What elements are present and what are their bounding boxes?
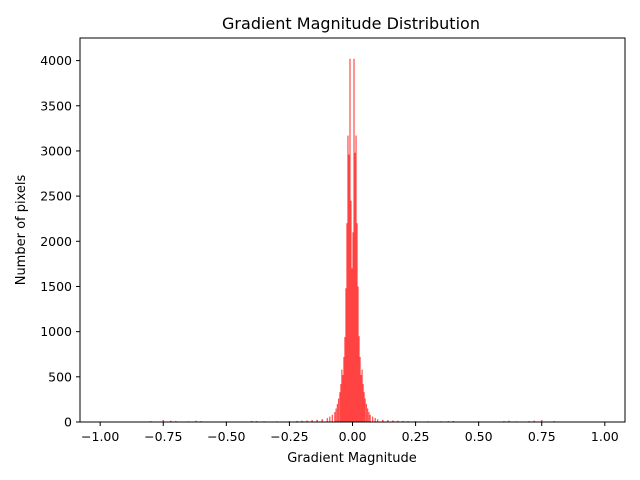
y-axis-label: Number of pixels (14, 174, 29, 285)
histogram-bar (353, 58, 355, 422)
x-tick-label: −1.00 (81, 429, 119, 444)
histogram-bar (296, 420, 298, 422)
y-tick-label: 3500 (40, 98, 72, 113)
histogram-bar (301, 420, 303, 422)
y-tick-label: 2000 (40, 234, 72, 249)
x-tick-label: −0.25 (270, 429, 308, 444)
histogram-bar (335, 408, 337, 422)
histogram-bar (358, 336, 360, 422)
histogram-bar (334, 412, 336, 422)
x-tick-label: 0.75 (528, 429, 556, 444)
histogram-bar (387, 420, 389, 422)
histogram-bar (392, 420, 394, 422)
histogram-bar (364, 398, 366, 422)
histogram-bar (339, 392, 341, 422)
x-tick-label: 0.50 (465, 429, 493, 444)
y-tick-label: 1500 (40, 279, 72, 294)
histogram-bar (311, 420, 313, 422)
histogram-bar (352, 232, 354, 422)
histogram-bar (162, 420, 165, 422)
x-tick-label: −0.75 (144, 429, 182, 444)
x-tick-label: 0.25 (402, 429, 430, 444)
histogram-bar (363, 392, 365, 422)
histogram-bar (340, 384, 342, 422)
histogram-bar (362, 384, 364, 422)
histogram-bar (397, 420, 399, 422)
histogram-bar (343, 356, 345, 422)
y-tick-label: 4000 (40, 53, 72, 68)
histogram-bar (369, 414, 371, 422)
histogram-bar (348, 154, 350, 422)
histogram-bar (342, 375, 344, 422)
histogram-bar (329, 416, 331, 422)
histogram-bar (360, 375, 362, 422)
histogram-bar (170, 420, 172, 422)
histogram-bar (533, 420, 535, 422)
chart-title: Gradient Magnitude Distribution (222, 14, 480, 33)
histogram-bar (306, 420, 308, 422)
x-tick-label: 1.00 (591, 429, 619, 444)
histogram-bar (368, 412, 370, 422)
histogram-bar (361, 369, 363, 422)
histogram-bar (321, 419, 323, 422)
histogram-bar (346, 223, 348, 422)
histogram-bar (354, 152, 356, 422)
histogram-bar (336, 403, 338, 422)
bars-group (99, 58, 606, 422)
histogram-bar (356, 223, 358, 422)
histogram-bar (344, 337, 346, 422)
histogram-bar (350, 200, 352, 422)
x-axis-label: Gradient Magnitude (287, 451, 417, 466)
histogram-bar (508, 420, 510, 422)
y-axis: 0 500 1000 1500 2000 2500 3000 3500 4000 (40, 53, 80, 430)
histogram-bar (331, 414, 333, 422)
histogram-bar (374, 417, 376, 422)
histogram-bar (345, 288, 347, 422)
histogram-bar (316, 419, 318, 422)
x-tick-label: −0.50 (207, 429, 245, 444)
histogram-bar (347, 135, 349, 422)
histogram-bar (250, 420, 253, 422)
x-tick-label: 0.00 (339, 429, 367, 444)
histogram-bar (355, 135, 357, 422)
y-tick-label: 500 (48, 369, 72, 384)
y-tick-label: 2500 (40, 189, 72, 204)
histogram-bar (357, 286, 359, 422)
histogram-bar (377, 419, 379, 422)
histogram-bar (195, 420, 197, 422)
histogram-bar (382, 419, 384, 422)
x-axis: −1.00 −0.75 −0.50 −0.25 0.00 0.25 0.50 0.75 1.00 (81, 422, 619, 444)
histogram-bar (326, 417, 328, 422)
histogram-bar (351, 268, 353, 422)
histogram-bar (341, 369, 343, 422)
y-tick-label: 0 (64, 415, 72, 430)
histogram-bar (365, 403, 367, 422)
y-tick-label: 3000 (40, 143, 72, 158)
histogram-bar (372, 416, 374, 422)
histogram-bar (540, 420, 543, 422)
y-tick-label: 1000 (40, 324, 72, 339)
histogram-bar (402, 420, 404, 422)
histogram-bar (338, 398, 340, 422)
histogram-bar (359, 356, 361, 422)
histogram-bar (349, 58, 351, 422)
histogram-bar (452, 420, 455, 422)
histogram-bar (367, 408, 369, 422)
